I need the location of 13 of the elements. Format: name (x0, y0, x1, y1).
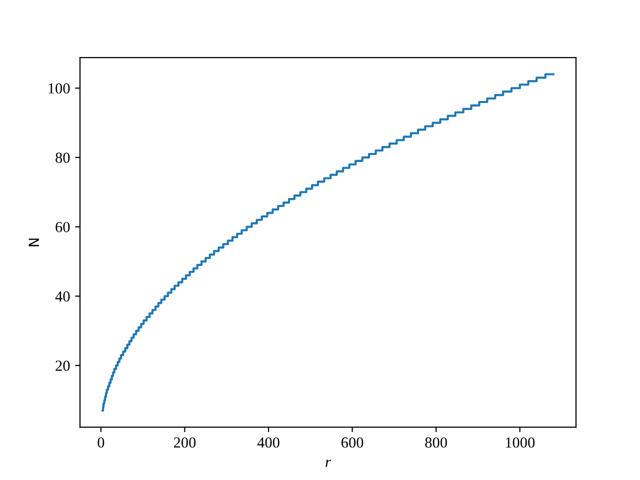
x-tick-label: 0 (98, 437, 104, 448)
x-tick-label: 200 (174, 437, 196, 448)
x-tick-label: 800 (425, 437, 447, 448)
x-tick-label: 600 (341, 437, 364, 448)
y-tick-label: 100 (48, 83, 70, 94)
y-tick-label: 40 (55, 291, 70, 302)
x-tick-label: 1000 (506, 437, 535, 448)
y-tick-label: 20 (56, 360, 70, 371)
y-axis-title: N (28, 238, 39, 246)
y-tick-label: 60 (56, 222, 70, 232)
x-tick-label: 400 (257, 437, 280, 448)
y-tick-label: 80 (56, 152, 70, 163)
x-axis-title: r (326, 460, 332, 467)
